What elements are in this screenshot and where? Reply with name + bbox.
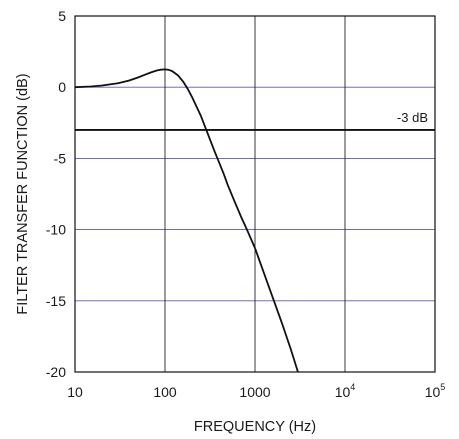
y-tick-label: 5 <box>58 8 66 24</box>
plot-frame <box>74 15 436 373</box>
series-line <box>74 68 299 373</box>
series-points <box>75 69 298 372</box>
minus-3db-label: -3 dB <box>397 110 428 125</box>
y-tick-labels: 5 0 -5 -10 -15 -20 <box>46 8 66 380</box>
x-tick-label: 1000 <box>239 384 270 400</box>
x-tick-label: 100 <box>153 384 177 400</box>
y-tick-label: -10 <box>46 222 66 238</box>
x-tick-label: 10 <box>67 384 83 400</box>
y-axis-title: FILTER TRANSFER FUNCTION (dB) <box>15 73 31 314</box>
x-tick-label: 104 <box>335 382 356 400</box>
y-tick-label: 0 <box>58 79 66 95</box>
grid-lines <box>75 16 435 372</box>
y-tick-label: -5 <box>54 150 67 166</box>
y-tick-label: -20 <box>46 364 66 380</box>
x-tick-labels: 10 100 1000 104 105 <box>67 382 445 400</box>
y-tick-label: -15 <box>46 293 66 309</box>
x-tick-label: 105 <box>425 382 446 400</box>
x-axis-title: FREQUENCY (Hz) <box>194 419 316 435</box>
